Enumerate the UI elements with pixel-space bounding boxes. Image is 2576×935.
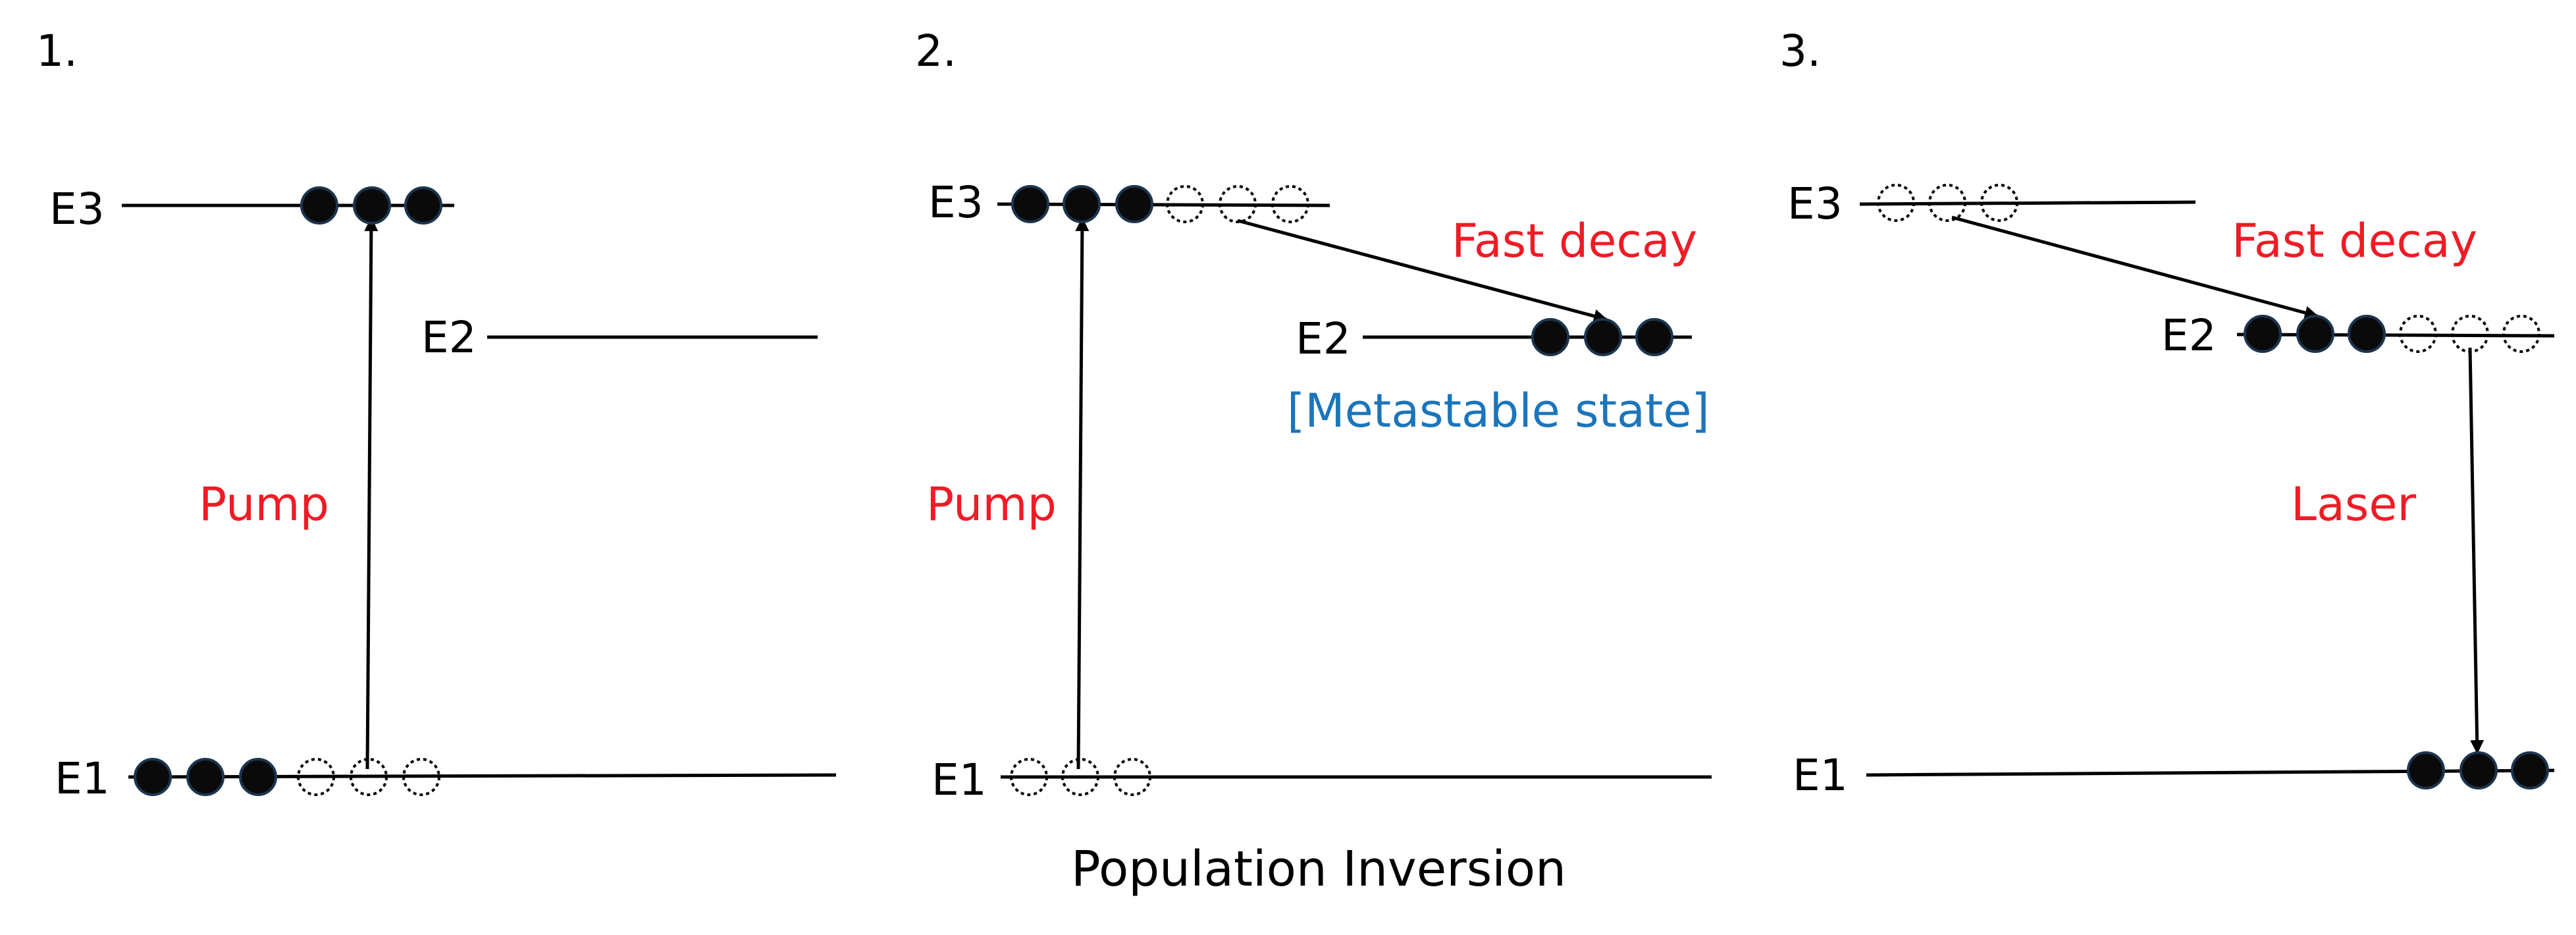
panel-number: 1. bbox=[36, 26, 78, 76]
electron bbox=[2459, 751, 2498, 789]
electron bbox=[2244, 315, 2282, 353]
level-e1-line bbox=[128, 773, 837, 779]
level-e3-line bbox=[997, 202, 1330, 207]
panel-number: 2. bbox=[915, 26, 957, 76]
laser-arrow bbox=[2468, 347, 2484, 755]
level-e1-line bbox=[1866, 768, 2555, 777]
electron bbox=[353, 186, 391, 225]
fast-decay-label: Fast decay bbox=[1452, 214, 1697, 268]
vacancy bbox=[350, 758, 388, 796]
vacancy bbox=[1166, 185, 1204, 223]
vacancy bbox=[1928, 184, 1966, 222]
vacancy bbox=[1219, 185, 1257, 223]
electron bbox=[134, 758, 172, 796]
fast-decay-label: Fast decay bbox=[2232, 214, 2477, 268]
vacancy bbox=[1980, 184, 2018, 222]
vacancy bbox=[1113, 758, 1151, 796]
pump-arrow bbox=[364, 217, 379, 770]
level-e2-label: E2 bbox=[2161, 310, 2217, 361]
level-e3-label: E3 bbox=[1787, 178, 1843, 229]
level-e3-label: E3 bbox=[49, 184, 105, 234]
laser-label: Laser bbox=[2291, 477, 2416, 531]
panel-2: 2. E3 E2 E1 Pump Fast decay [Metastable … bbox=[915, 26, 1712, 805]
figure-caption: Population Inversion bbox=[1071, 841, 1566, 897]
vacancy bbox=[2502, 315, 2540, 353]
electron bbox=[404, 186, 442, 225]
fast-decay-arrow bbox=[1237, 219, 1608, 323]
fast-decay-arrow bbox=[1951, 215, 2319, 320]
panel-1: 1. E3 E2 E1 Pump bbox=[36, 26, 837, 804]
vacancy bbox=[2451, 315, 2489, 353]
vacancy bbox=[1271, 185, 1309, 223]
level-e2-label: E2 bbox=[421, 312, 477, 363]
pump-label: Pump bbox=[199, 477, 329, 531]
electron bbox=[186, 758, 224, 796]
level-e3-line bbox=[1859, 200, 2196, 206]
electron bbox=[1011, 185, 1049, 223]
vacancy bbox=[1061, 758, 1099, 796]
electron bbox=[1531, 318, 1569, 356]
metastable-label: [Metastable state] bbox=[1287, 384, 1710, 438]
vacancy bbox=[402, 758, 440, 796]
vacancy bbox=[1010, 758, 1048, 796]
pump-label: Pump bbox=[926, 477, 1057, 531]
electron bbox=[1635, 318, 1673, 356]
electron bbox=[1584, 318, 1622, 356]
level-e1-label: E1 bbox=[932, 755, 987, 805]
vacancy bbox=[2399, 315, 2437, 353]
vacancy bbox=[297, 758, 335, 796]
electron bbox=[1063, 185, 1101, 223]
vacancy bbox=[1877, 184, 1915, 222]
level-e1-label: E1 bbox=[1793, 750, 1848, 801]
level-e2-line bbox=[2236, 333, 2555, 338]
electron bbox=[300, 186, 338, 225]
electron bbox=[2348, 315, 2386, 353]
electron bbox=[1115, 185, 1153, 223]
electron bbox=[2407, 751, 2445, 789]
pump-arrow bbox=[1075, 217, 1090, 770]
electron bbox=[239, 758, 277, 796]
electron bbox=[2296, 315, 2334, 353]
level-e3-label: E3 bbox=[928, 177, 984, 228]
level-e1-label: E1 bbox=[55, 753, 110, 804]
panel-number: 3. bbox=[1779, 26, 1821, 76]
level-e2-label: E2 bbox=[1296, 313, 1351, 364]
panel-3: 3. E3 E2 E1 Fast decay Laser bbox=[1779, 26, 2555, 801]
electron bbox=[2511, 751, 2549, 789]
